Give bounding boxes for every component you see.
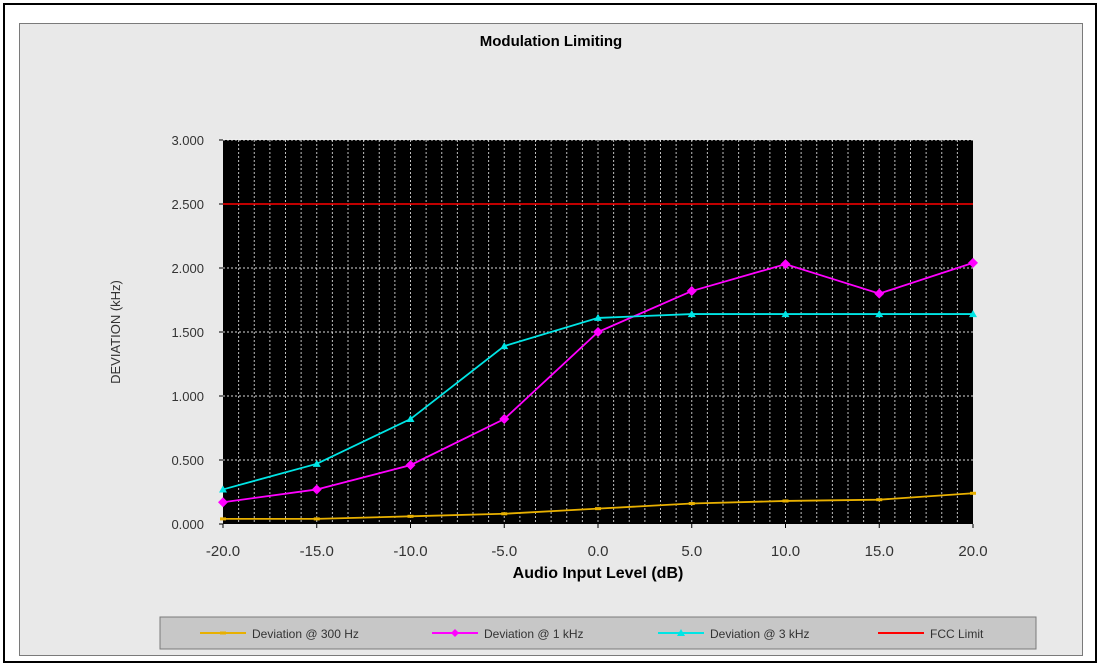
legend-marker xyxy=(451,629,459,637)
legend-label: Deviation @ 3 kHz xyxy=(710,627,810,641)
x-tick-label: 20.0 xyxy=(958,543,987,560)
data-point xyxy=(405,460,416,471)
data-point xyxy=(686,286,697,297)
data-point xyxy=(594,313,602,321)
data-point xyxy=(500,342,509,350)
data-point xyxy=(407,514,414,518)
data-point xyxy=(970,491,976,495)
x-tick-label: -15.0 xyxy=(300,543,334,560)
data-point xyxy=(875,310,884,318)
data-point xyxy=(969,310,977,318)
data-point xyxy=(781,310,790,318)
data-point xyxy=(782,499,789,503)
data-point xyxy=(313,517,320,521)
y-tick-label: 2.500 xyxy=(171,197,204,212)
legend-label: Deviation @ 1 kHz xyxy=(484,627,584,641)
data-point xyxy=(688,502,695,506)
legend-label: Deviation @ 300 Hz xyxy=(252,627,359,641)
data-point xyxy=(312,459,321,467)
y-tick-label: 2.000 xyxy=(171,261,204,276)
x-tick-label: -10.0 xyxy=(393,543,427,560)
x-tick-label: 5.0 xyxy=(681,543,702,560)
y-tick-label: 1.000 xyxy=(171,389,204,404)
data-point xyxy=(218,497,228,508)
data-point xyxy=(501,512,508,516)
y-tick-label: 1.500 xyxy=(171,325,204,340)
y-tick-label: 0.000 xyxy=(171,517,204,532)
legend-label: FCC Limit xyxy=(930,627,984,641)
y-axis-label: DEVIATION (kHz) xyxy=(108,280,123,384)
data-point xyxy=(687,310,696,318)
data-point xyxy=(876,498,883,502)
y-tick-label: 3.000 xyxy=(171,133,204,148)
x-tick-label: 15.0 xyxy=(865,543,894,560)
data-point xyxy=(968,257,978,268)
legend-marker xyxy=(220,631,226,635)
data-point xyxy=(311,484,322,495)
data-point xyxy=(780,259,791,270)
x-tick-label: 0.0 xyxy=(588,543,609,560)
data-point xyxy=(219,485,227,493)
data-point xyxy=(593,327,603,337)
data-point xyxy=(595,507,601,511)
x-tick-label: 10.0 xyxy=(771,543,800,560)
x-tick-label: -5.0 xyxy=(491,543,517,560)
y-tick-label: 0.500 xyxy=(171,453,204,468)
data-point xyxy=(874,288,885,299)
data-point xyxy=(220,517,226,521)
data-point xyxy=(499,414,510,425)
x-tick-label: -20.0 xyxy=(206,543,240,560)
legend-marker xyxy=(677,629,685,636)
data-point xyxy=(406,415,415,423)
x-axis-label: Audio Input Level (dB) xyxy=(513,565,684,582)
chart-title: Modulation Limiting xyxy=(479,33,623,50)
